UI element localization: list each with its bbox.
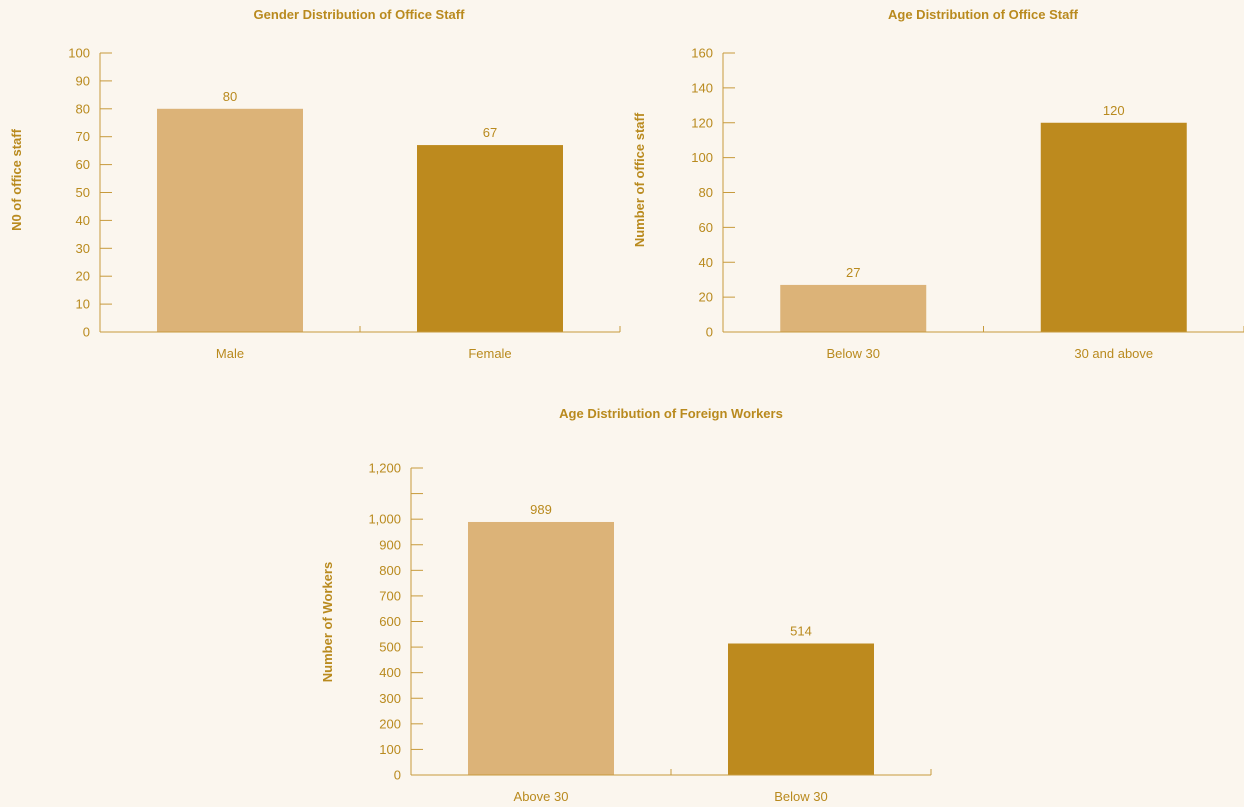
y-tick-label: 400 — [379, 665, 401, 680]
y-tick-label: 20 — [76, 269, 90, 284]
bar — [157, 108, 303, 332]
y-tick-label: 40 — [699, 255, 713, 270]
y-tick-label: 600 — [379, 614, 401, 629]
bars — [780, 122, 1187, 332]
y-tick-label: 40 — [76, 213, 90, 228]
bars — [157, 108, 563, 332]
y-axis-label: Number of office staff — [632, 112, 647, 247]
y-tick-label: 10 — [76, 297, 90, 312]
y-tick-label: 20 — [699, 290, 713, 305]
y-ticks: 0 100 200 300 400 500 600 700 800 900 1,000 1,200 — [368, 461, 423, 783]
y-tick-label: 200 — [379, 716, 401, 731]
y-tick-label: 80 — [76, 101, 90, 116]
bar — [780, 284, 927, 332]
y-tick-label: 60 — [699, 220, 713, 235]
chart-title: Gender Distribution of Office Staff — [254, 7, 466, 22]
y-axis-label: N0 of office staff — [9, 128, 24, 231]
y-tick-label: 100 — [68, 46, 90, 61]
category-label: Above 30 — [514, 789, 569, 804]
category-label: Below 30 — [774, 789, 827, 804]
axes — [410, 468, 932, 776]
y-tick-label: 300 — [379, 691, 401, 706]
chart-title: Age Distribution of Office Staff — [888, 7, 1079, 22]
category-label: Male — [216, 346, 244, 361]
y-tick-label: 120 — [691, 115, 713, 130]
data-labels: 27 120 — [846, 103, 1125, 280]
y-tick-label: 700 — [379, 588, 401, 603]
y-tick-label: 140 — [691, 80, 713, 95]
bar — [728, 643, 874, 775]
age-distribution-foreign-workers-chart: Age Distribution of Foreign Workers Numb… — [320, 406, 932, 804]
y-tick-label: 0 — [83, 325, 90, 340]
data-labels: 80 67 — [223, 89, 497, 140]
data-label: 989 — [530, 502, 552, 517]
y-tick-label: 1,200 — [368, 461, 401, 476]
bar — [417, 145, 563, 332]
y-ticks: 0 10 20 30 40 50 60 70 80 90 100 — [68, 46, 112, 340]
data-label: 514 — [790, 624, 812, 639]
bar — [1040, 122, 1187, 332]
y-tick-label: 90 — [76, 73, 90, 88]
y-tick-label: 100 — [691, 150, 713, 165]
gender-distribution-chart: Gender Distribution of Office Staff N0 o… — [9, 7, 621, 361]
bars — [468, 521, 874, 775]
y-axis-label: Number of Workers — [320, 562, 335, 682]
category-label: 30 and above — [1074, 346, 1153, 361]
category-label: Female — [468, 346, 511, 361]
y-tick-label: 800 — [379, 563, 401, 578]
x-categories: Above 30 Below 30 — [514, 789, 828, 804]
y-tick-label: 900 — [379, 537, 401, 552]
y-tick-label: 100 — [379, 742, 401, 757]
y-tick-label: 160 — [691, 46, 713, 61]
y-tick-label: 60 — [76, 157, 90, 172]
y-ticks: 0 20 40 60 80 100 120 140 160 — [691, 46, 735, 340]
y-tick-label: 0 — [706, 325, 713, 340]
category-label: Below 30 — [827, 346, 880, 361]
y-tick-label: 80 — [699, 185, 713, 200]
chart-title: Age Distribution of Foreign Workers — [559, 406, 783, 421]
y-tick-label: 0 — [394, 768, 401, 783]
data-label: 27 — [846, 265, 860, 280]
y-tick-label: 1,000 — [368, 512, 401, 527]
axes — [722, 53, 1244, 333]
x-categories: Male Female — [216, 346, 512, 361]
y-tick-label: 500 — [379, 640, 401, 655]
axes — [99, 53, 621, 333]
data-label: 120 — [1103, 103, 1125, 118]
data-label: 80 — [223, 89, 237, 104]
data-labels: 989 514 — [530, 502, 812, 639]
y-tick-label: 30 — [76, 241, 90, 256]
data-label: 67 — [483, 125, 497, 140]
y-tick-label: 70 — [76, 129, 90, 144]
age-distribution-office-chart: Age Distribution of Office Staff Number … — [632, 7, 1244, 361]
bar — [468, 521, 614, 775]
x-categories: Below 30 30 and above — [827, 346, 1154, 361]
y-tick-label: 50 — [76, 185, 90, 200]
